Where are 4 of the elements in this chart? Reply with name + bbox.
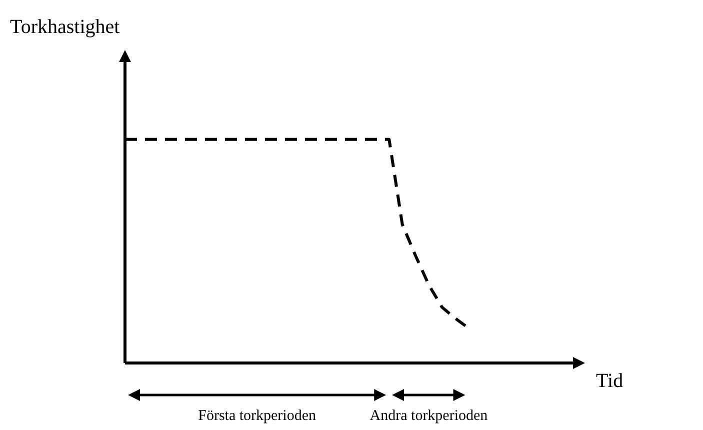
text: Andra torkperioden bbox=[370, 408, 488, 425]
text: Torkhastighet bbox=[10, 16, 120, 39]
text: Första torkperioden bbox=[198, 408, 316, 425]
x-axis-title: Tid bbox=[596, 370, 624, 393]
